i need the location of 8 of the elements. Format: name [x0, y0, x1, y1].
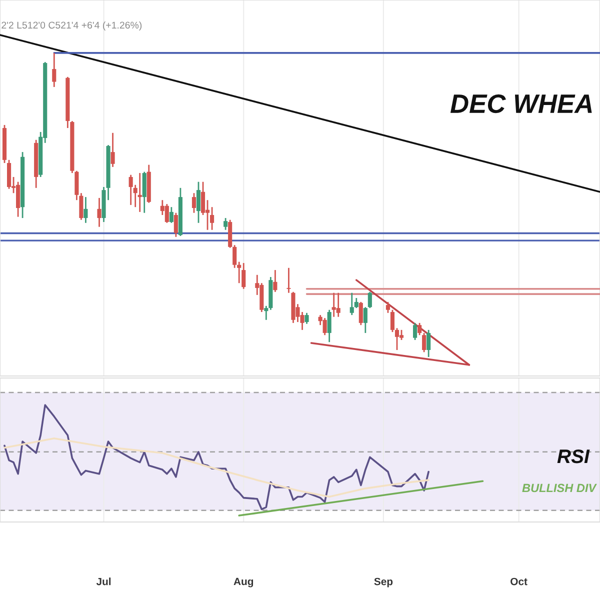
text: RSI: [557, 449, 590, 464]
x-tick-label: Jul: [96, 578, 111, 586]
x-tick-label: Oct: [510, 578, 528, 586]
annotation: BULLISH DIV: [522, 484, 597, 492]
x-tick-label: Aug: [234, 578, 254, 588]
text: 2'2 L512'0 C521'4 +6'4 (+1.26%): [2, 21, 142, 31]
x-tick-label: Sep: [374, 578, 393, 588]
text: DEC WHEA: [450, 94, 592, 114]
